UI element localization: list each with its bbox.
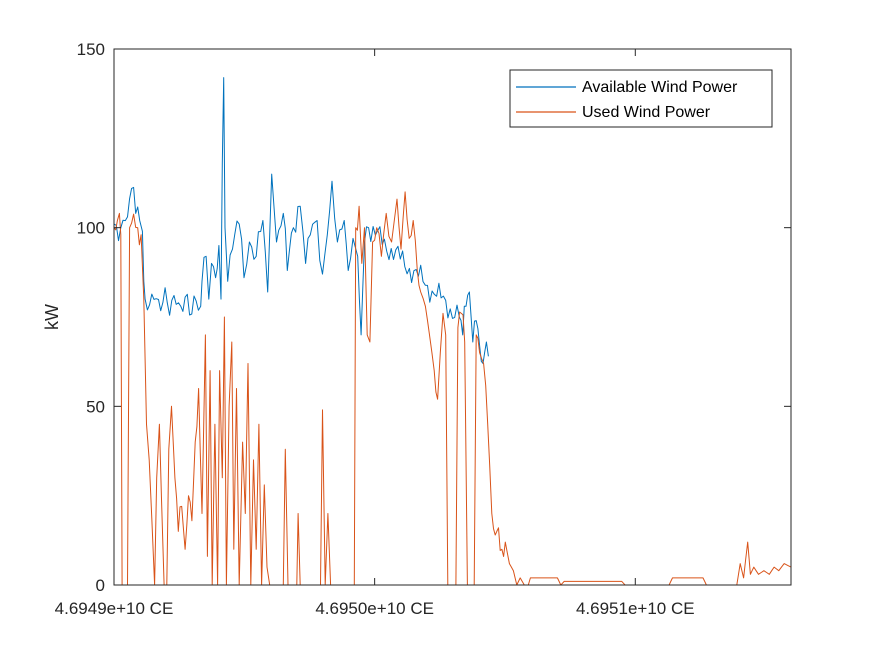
x-tick-label: 4.6950e+10 CE — [315, 599, 434, 618]
ticks-layer: 0 50 100 150 4.6949e+10 CE 4.6950e+10 CE 4.695… — [55, 40, 791, 618]
x-tick-label: 4.6951e+10 CE — [576, 599, 695, 618]
y-tick-label: 100 — [77, 219, 105, 238]
y-tick-label: 150 — [77, 40, 105, 59]
series-layer — [113, 77, 792, 586]
legend-label-available-wind-power: Available Wind Power — [582, 79, 738, 96]
series-line-used-wind-power — [113, 191, 792, 586]
y-axis-label: kW — [42, 304, 62, 330]
y-tick-label: 50 — [86, 397, 105, 416]
legend-box — [509, 69, 773, 128]
series-line-available-wind-power — [113, 77, 489, 364]
y-tick-label: 0 — [96, 576, 105, 595]
legend-label-used-wind-power: Used Wind Power — [582, 104, 711, 121]
plot-frame — [113, 48, 792, 586]
legend: Available Wind Power Used Wind Power — [509, 69, 773, 128]
x-tick-label: 4.6949e+10 CE — [55, 599, 174, 618]
